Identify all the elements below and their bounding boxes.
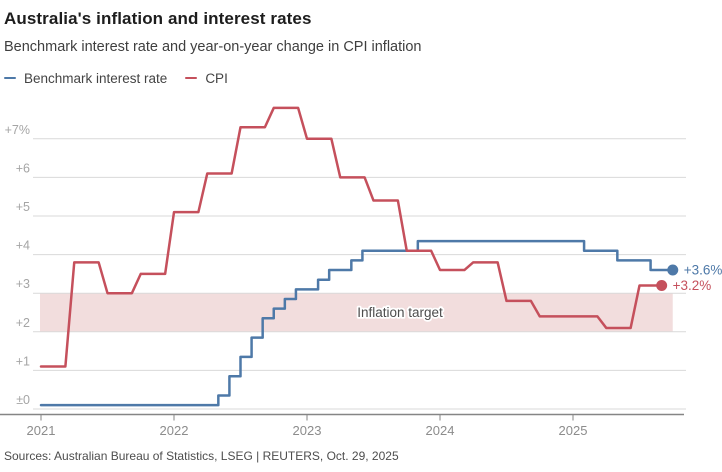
y-tick-label: +2 (16, 316, 30, 330)
cpi-end-dot (656, 279, 668, 291)
y-tick-label: +5 (16, 200, 30, 214)
legend-label-cpi: CPI (205, 70, 228, 86)
page-title: Australia's inflation and interest rates (4, 9, 312, 28)
x-tick-label: 2021 (27, 423, 56, 438)
y-tick-label: +4 (16, 239, 30, 253)
inflation-target-label: Inflation target (357, 305, 443, 320)
source-note: Sources: Australian Bureau of Statistics… (4, 449, 399, 463)
x-tick-label: 2022 (160, 423, 189, 438)
y-tick-label: +1 (16, 354, 30, 368)
cpi-line (39, 106, 663, 368)
y-tick-label: +3 (16, 277, 30, 291)
benchmark-rate-line (39, 239, 674, 407)
line-chart: ±0 +1 +2 +3 +4 +5 +6 +7% Inflation target 2021 202… (0, 106, 722, 438)
x-tick-label: 2023 (293, 423, 322, 438)
benchmark-line-swatch (4, 76, 16, 80)
x-tick-label: 2025 (559, 423, 588, 438)
y-tick-label: ±0 (16, 393, 30, 407)
x-tick-label: 2024 (426, 423, 455, 438)
benchmark-end-dot (667, 264, 679, 276)
legend-item-cpi: CPI (185, 71, 228, 86)
legend-item-benchmark: Benchmark interest rate (4, 71, 167, 86)
inflation-target-band (40, 293, 673, 332)
benchmark-end-label: +3.6% (684, 263, 722, 278)
cpi-end-label: +3.2% (673, 278, 712, 293)
y-tick-label: +7% (5, 123, 30, 137)
cpi-line-swatch (185, 76, 198, 80)
legend: Benchmark interest rate CPI (4, 69, 722, 87)
chart-header: Australia's inflation and interest rates… (0, 0, 722, 87)
legend-label-benchmark: Benchmark interest rate (24, 70, 168, 86)
y-tick-label: +6 (16, 161, 30, 175)
chart-subtitle: Benchmark interest rate and year-on-year… (4, 39, 422, 55)
